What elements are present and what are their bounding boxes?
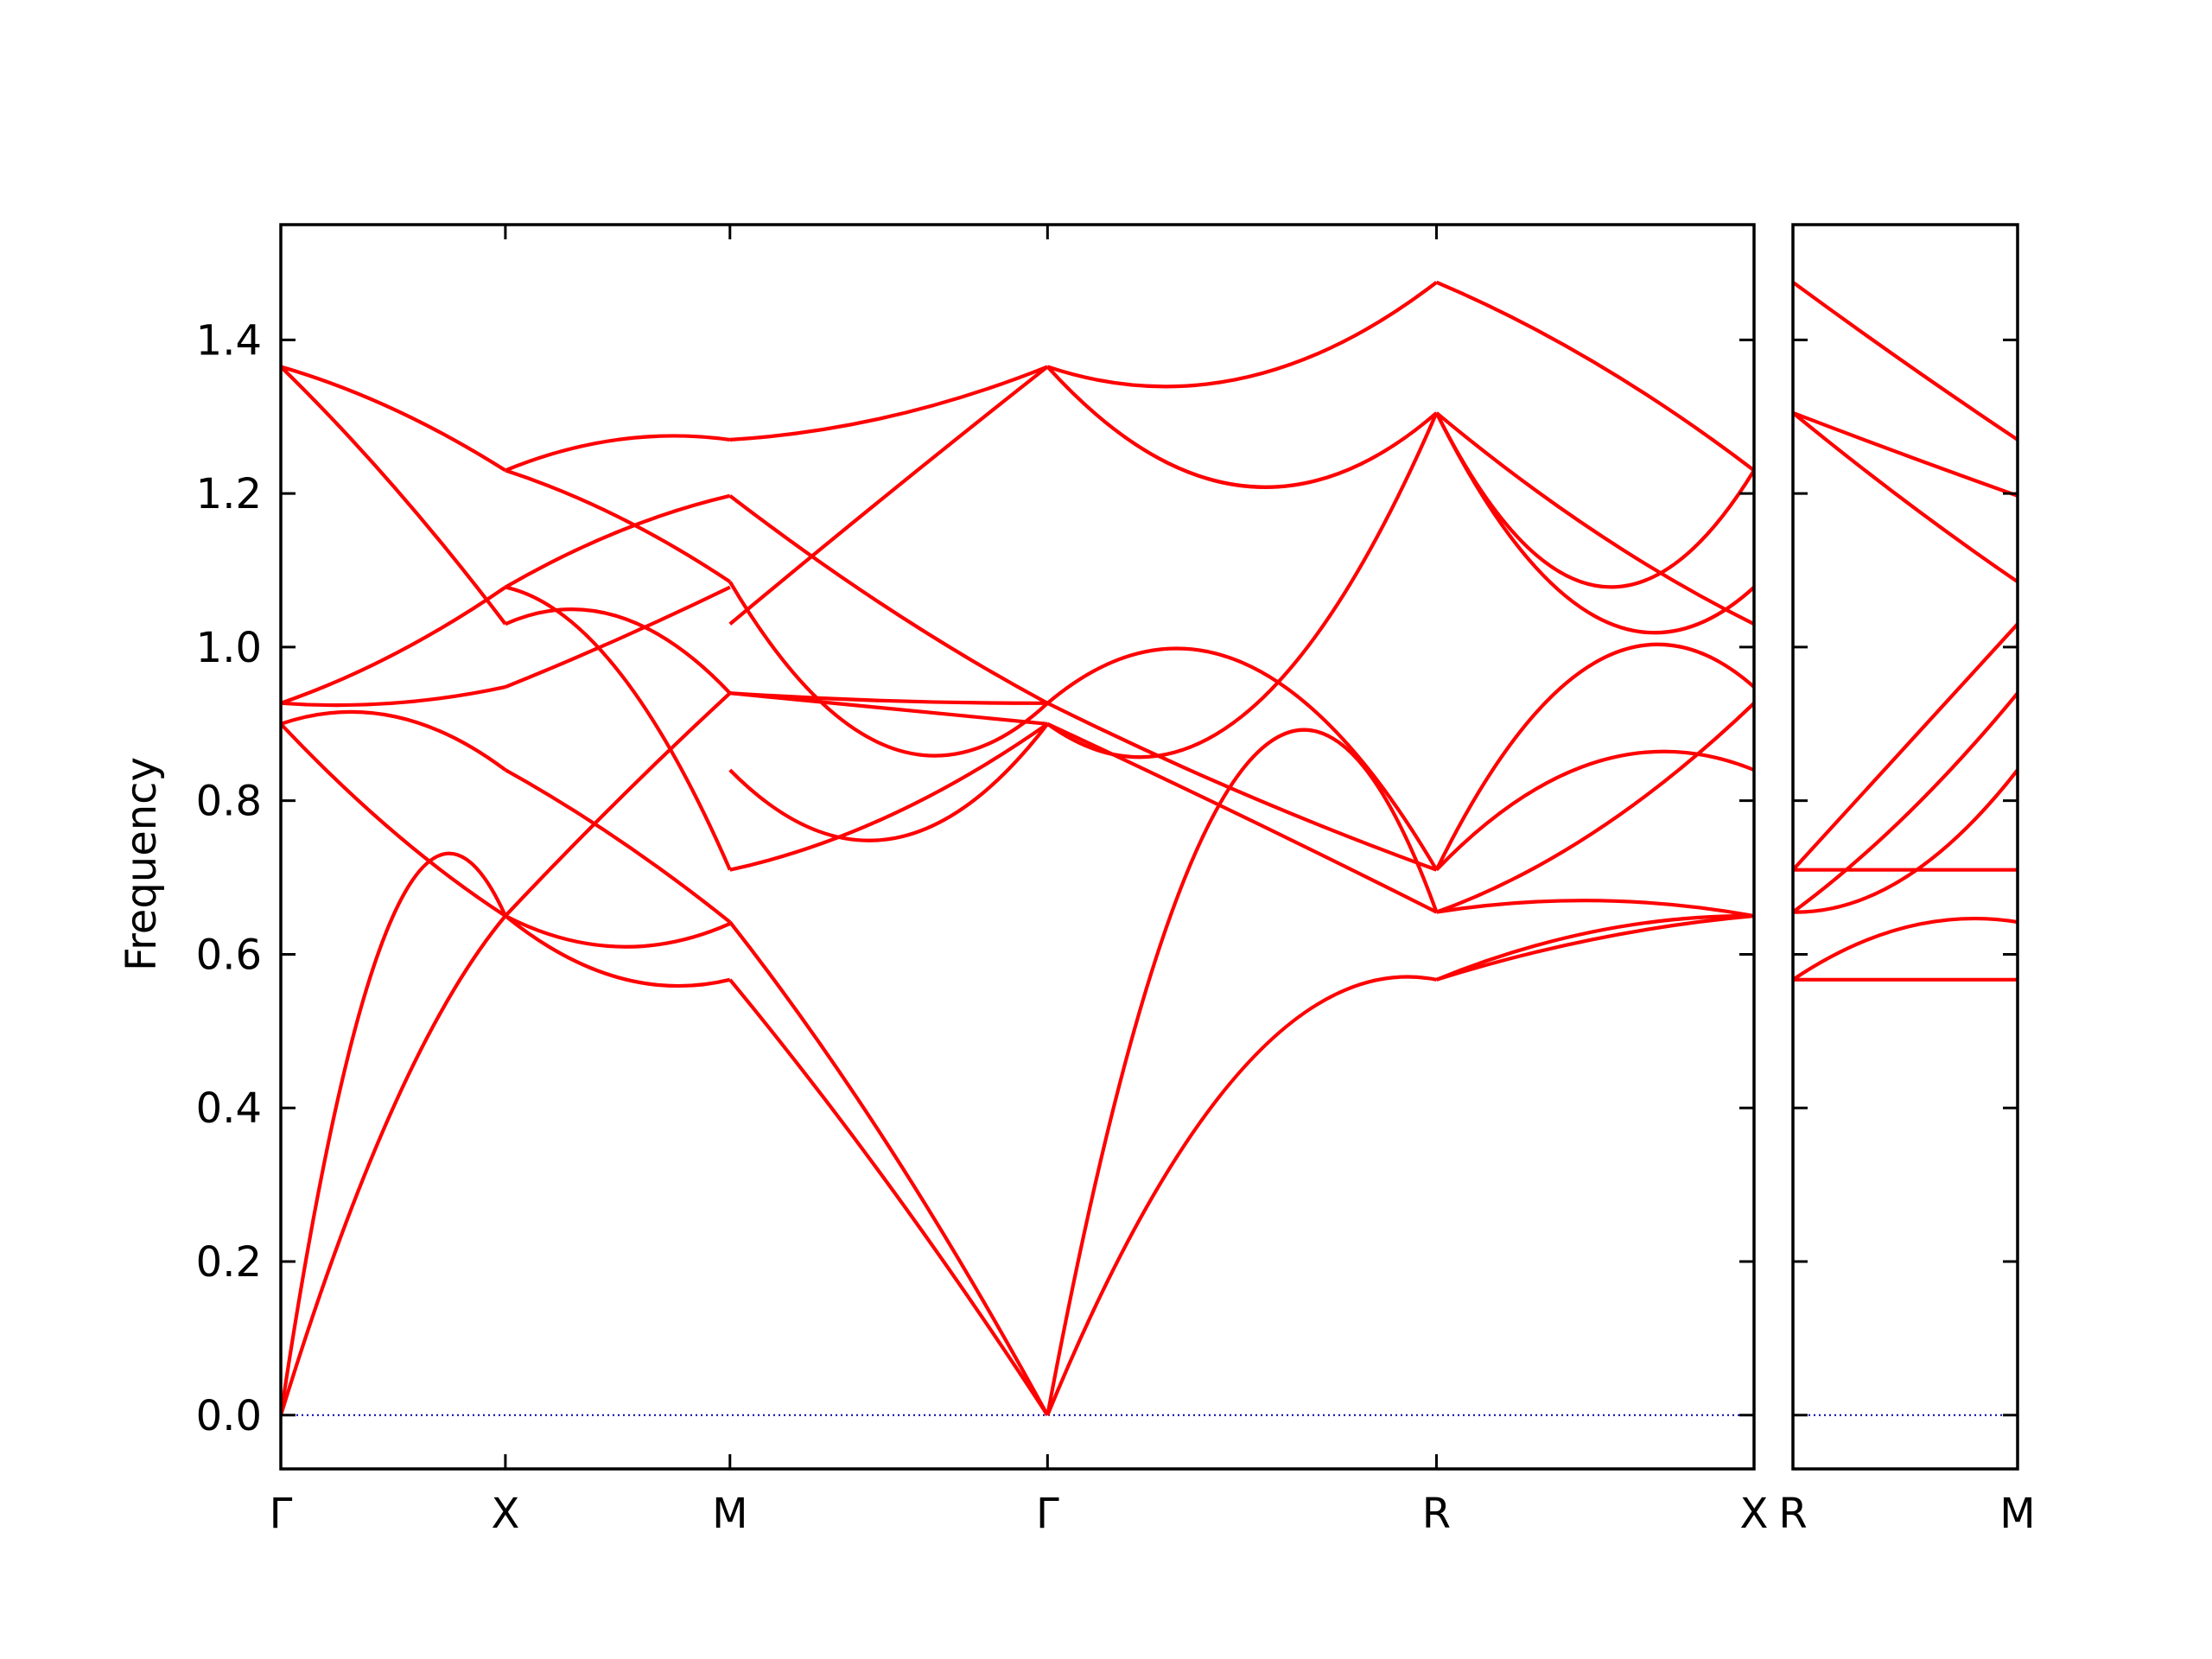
band-line-R-X-5 [1434,642,1754,871]
band-line-X-M-0 [504,914,731,988]
band-line-Γ-R-1 [1046,728,1439,1416]
x-tick-label: M [712,1490,747,1538]
band-line-R-M-6 [1793,411,2018,584]
band-line-X-M-7 [505,468,731,584]
band-line-Γ-X-4 [281,685,506,708]
band-line-R-X-8 [1435,411,1754,626]
band-line-R-X-9 [1435,280,1754,473]
band-line-R-X-4 [1434,749,1754,872]
band-line-X-M-1 [504,914,731,949]
band-line-Γ-R-6 [1046,365,1438,489]
band-line-M-Γ-2 [729,722,1049,872]
axes-frame [1791,223,2019,1471]
band-line-R-M-7 [1793,410,2018,498]
y-tick-label: 0.0 [196,1392,262,1440]
band-line-X-M-8 [505,434,731,473]
band-line-R-M-8 [1793,281,2018,442]
band-line-X-M-2 [504,691,732,918]
band-line-M-Γ-0 [728,978,1050,1416]
band-line-R-X-1 [1435,913,1754,982]
band-line-Γ-X-7 [281,365,507,473]
band-line-M-Γ-3 [728,722,1049,842]
band-line-R-M-3 [1793,691,2018,914]
band-line-M-Γ-8 [728,494,1049,705]
x-tick-label: R [1422,1490,1451,1538]
x-tick-label: X [1740,1490,1769,1538]
band-line-Γ-R-5 [1046,646,1439,871]
x-tick-label: X [491,1490,519,1538]
band-curves [1793,281,2018,1416]
y-tick-label: 1.2 [196,470,262,518]
y-tick-label: 1.0 [196,624,262,672]
y-tick-label: 0.4 [196,1084,262,1133]
y-tick-label: 0.2 [196,1238,262,1287]
band-line-Γ-R-0 [1046,975,1437,1416]
band-line-X-M-5 [505,585,732,871]
band-line-X-M-3 [504,768,732,924]
band-line-Γ-X-1 [281,914,507,1416]
band-line-Γ-X-5 [281,585,507,705]
band-line-Γ-R-3 [1046,701,1438,872]
band-line-R-X-7 [1434,411,1754,635]
band-line-Γ-R-4 [1046,411,1439,760]
band-line-R-M-2 [1793,768,2018,914]
x-tick-label: R [1778,1490,1807,1538]
band-curves [281,280,1754,1416]
band-line-R-X-0 [1435,913,1754,982]
band-line-R-M-1 [1793,917,2018,982]
band-line-M-Γ-9 [729,365,1049,442]
band-line-Γ-X-2 [281,722,507,918]
band-line-Γ-X-0 [281,851,507,1416]
band-line-R-X-3 [1435,702,1754,914]
band-line-R-X-2 [1436,899,1754,918]
band-line-M-Γ-1 [728,920,1050,1416]
band-line-M-Γ-7 [728,365,1049,626]
y-tick-label: 0.8 [196,778,262,826]
band-line-Γ-X-3 [281,709,507,772]
band-line-X-M-6 [505,607,732,695]
y-tick-label: 1.4 [196,316,262,365]
band-line-M-Γ-6 [728,581,1049,758]
y-axis-label: Frequency [118,757,166,971]
x-tick-label: Γ [1036,1490,1059,1538]
x-tick-label: M [1999,1490,2035,1538]
main-panel: 0.0 0.2 0.4 0.6 0.8 1.0 1.2 1.4 Γ X M Γ R X [196,223,1769,1538]
band-line-Γ-R-2 [1046,721,1438,914]
band-line-X-M-4 [505,585,731,690]
band-line-X-M-9 [504,493,731,589]
y-tick-label: 0.6 [196,931,262,979]
x-tick-label: Γ [270,1490,293,1538]
band-line-R-M-5 [1793,622,2018,872]
band-line-M-Γ-5 [729,691,1048,705]
axes-frame [279,223,1756,1471]
band-line-Γ-R-7 [1046,281,1438,389]
band-line-Γ-X-6 [281,365,507,626]
